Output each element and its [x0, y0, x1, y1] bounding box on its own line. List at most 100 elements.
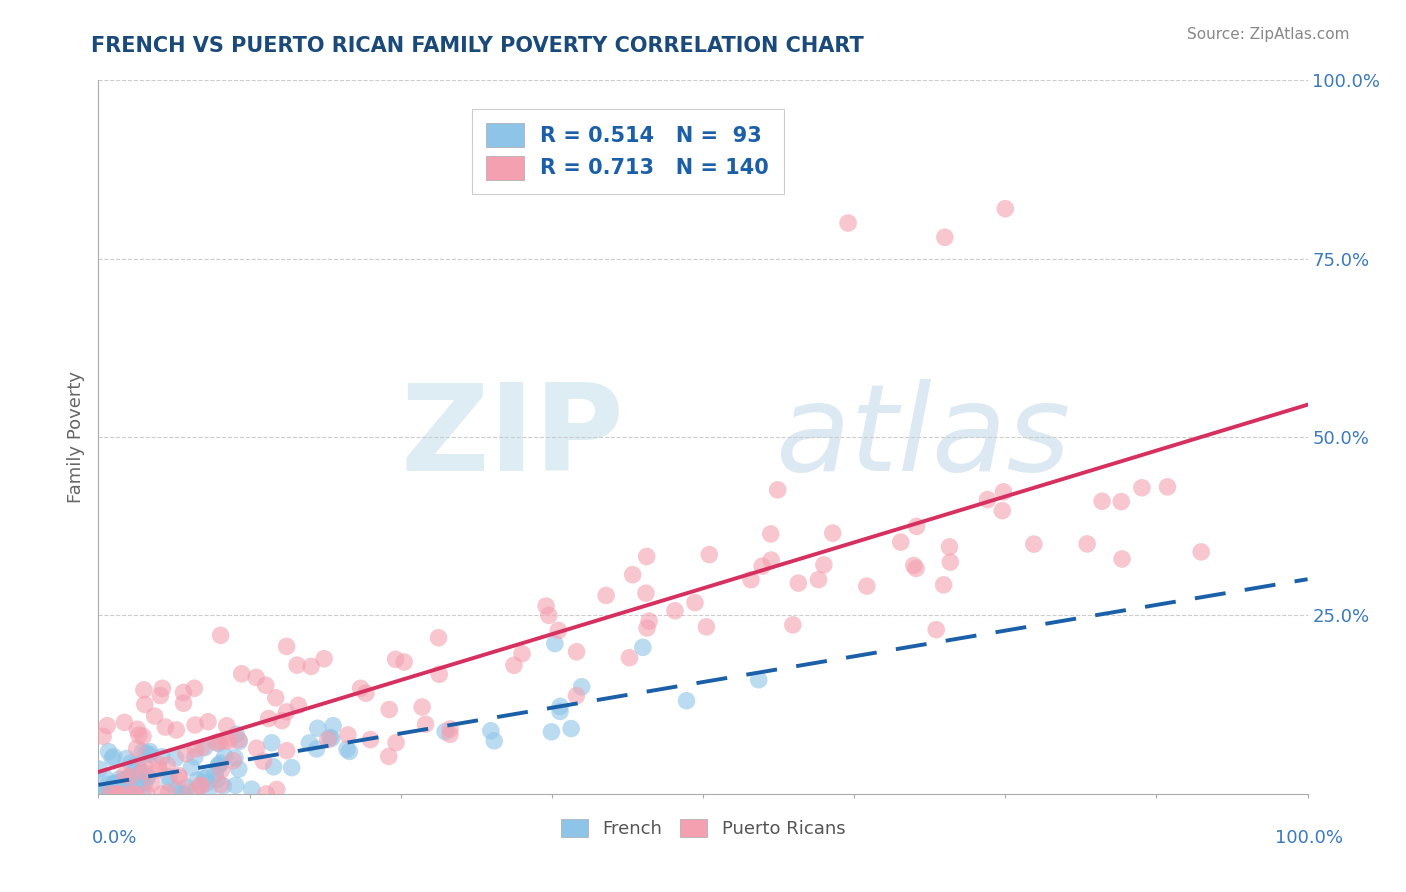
Point: [118, 787, 141, 801]
Point: [120, 756, 142, 771]
Point: [156, 758, 179, 772]
Point: [170, 787, 193, 801]
Point: [186, 773, 208, 788]
Point: [209, 734, 232, 748]
Point: [1189, 545, 1212, 559]
Point: [129, 765, 152, 780]
Point: [336, 742, 359, 756]
Point: [204, 766, 226, 780]
Point: [392, 655, 415, 669]
Point: [131, 745, 153, 759]
Point: [141, 776, 163, 790]
Point: [565, 689, 588, 703]
Point: [222, 754, 245, 768]
Point: [104, 777, 127, 791]
Point: [759, 527, 782, 541]
Point: [905, 519, 928, 533]
Point: [510, 647, 533, 661]
Point: [319, 731, 342, 745]
Point: [287, 698, 309, 713]
Point: [314, 651, 336, 665]
Point: [186, 783, 208, 797]
Point: [207, 737, 229, 751]
Point: [165, 751, 187, 765]
Point: [96, 719, 118, 733]
Point: [1111, 552, 1133, 566]
Point: [135, 746, 157, 760]
Point: [807, 573, 830, 587]
Point: [211, 763, 233, 777]
Point: [271, 714, 294, 728]
Point: [115, 772, 138, 787]
Point: [209, 778, 232, 792]
Point: [782, 618, 804, 632]
Point: [534, 599, 557, 613]
Point: [134, 698, 156, 712]
Point: [354, 686, 377, 700]
Point: [194, 771, 217, 785]
Point: [276, 744, 298, 758]
Point: [131, 787, 153, 801]
Point: [856, 579, 879, 593]
Point: [215, 732, 238, 747]
Point: [994, 202, 1017, 216]
Point: [132, 730, 155, 744]
Point: [544, 637, 567, 651]
Point: [540, 724, 562, 739]
Point: [127, 759, 149, 773]
Point: [1130, 481, 1153, 495]
Point: [224, 751, 246, 765]
Point: [180, 760, 202, 774]
Point: [134, 776, 156, 790]
Point: [194, 740, 217, 755]
Point: [228, 733, 250, 747]
Point: [1156, 480, 1178, 494]
Point: [105, 787, 128, 801]
Point: [349, 681, 371, 696]
Point: [134, 759, 156, 773]
Point: [150, 787, 173, 801]
Point: [1076, 537, 1098, 551]
Point: [231, 666, 253, 681]
Point: [619, 650, 641, 665]
Point: [257, 712, 280, 726]
Point: [837, 216, 859, 230]
Point: [117, 787, 139, 801]
Point: [148, 763, 170, 777]
Point: [172, 685, 194, 699]
Point: [165, 723, 187, 737]
Point: [188, 778, 211, 792]
Point: [169, 771, 191, 785]
Point: [205, 772, 228, 787]
Point: [305, 742, 328, 756]
Point: [124, 787, 146, 801]
Point: [127, 778, 149, 792]
Point: [209, 628, 232, 642]
Point: [184, 749, 207, 764]
Point: [787, 576, 810, 591]
Point: [207, 758, 229, 772]
Text: 100.0%: 100.0%: [1275, 829, 1343, 847]
Point: [159, 776, 181, 790]
Point: [479, 723, 502, 738]
Point: [209, 756, 232, 771]
Point: [173, 696, 195, 710]
Point: [184, 718, 207, 732]
Point: [240, 782, 263, 797]
Point: [548, 705, 571, 719]
Point: [299, 659, 322, 673]
Point: [316, 732, 339, 747]
Point: [112, 773, 135, 788]
Point: [157, 770, 180, 784]
Point: [97, 744, 120, 758]
Point: [548, 699, 571, 714]
Point: [697, 548, 720, 562]
Point: [252, 754, 274, 768]
Point: [117, 787, 139, 801]
Point: [120, 787, 142, 801]
Point: [276, 705, 298, 719]
Point: [285, 658, 308, 673]
Point: [932, 578, 955, 592]
Point: [107, 787, 129, 801]
Point: [638, 614, 661, 628]
